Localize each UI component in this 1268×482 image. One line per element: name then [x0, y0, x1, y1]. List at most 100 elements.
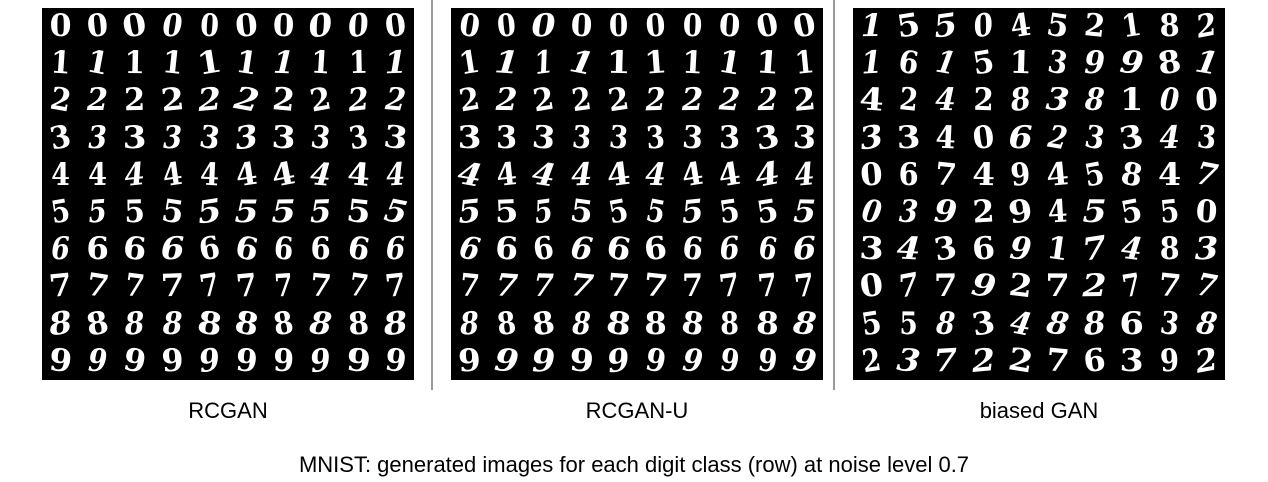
digit-sample: 4: [1007, 304, 1034, 344]
digit-sample: 4: [935, 82, 957, 119]
digit-sample: 9: [1084, 45, 1106, 82]
digit-sample: 3: [309, 118, 333, 157]
digit-sample: 1: [1120, 82, 1144, 119]
digit-sample: 2: [530, 81, 557, 120]
digit-sample: 9: [790, 341, 819, 381]
digit-sample: 2: [1045, 118, 1070, 157]
digit-sample: 1: [716, 43, 745, 83]
digit-sample: 4: [454, 155, 485, 195]
digit-sample: 9: [1008, 230, 1033, 269]
digit-sample: 2: [47, 80, 74, 120]
digit-sample: 2: [756, 82, 778, 119]
digit-sample: 8: [271, 304, 297, 344]
digit-sample: 8: [754, 305, 780, 343]
digit-sample: 6: [680, 230, 706, 269]
digit-sample: 3: [898, 193, 920, 231]
digit-sample: 4: [199, 156, 220, 194]
digit-sample: 4: [935, 119, 957, 157]
digit-sample: 9: [120, 341, 150, 381]
digit-sample: 0: [1159, 82, 1180, 119]
digit-sample: 8: [644, 305, 667, 342]
digit-sample: 2: [1082, 7, 1107, 46]
digit-sample: 4: [792, 156, 816, 194]
digit-sample: 8: [83, 304, 112, 344]
digit-sample: 6: [970, 230, 997, 269]
digit-sample: 0: [682, 7, 704, 45]
digit-sample: 1: [532, 44, 556, 83]
digit-sample: 1: [84, 43, 112, 83]
panel-divider: [833, 0, 835, 390]
digit-sample: 1: [860, 44, 884, 82]
digit-sample: 1: [124, 45, 146, 82]
digit-sample: 6: [494, 230, 520, 268]
digit-sample: 9: [717, 341, 743, 381]
digit-sample: 8: [458, 305, 481, 343]
digit-sample: 1: [49, 44, 72, 82]
digit-sample: 7: [383, 267, 408, 306]
digit-sample: 9: [382, 341, 409, 381]
digit-sample: 6: [384, 230, 406, 268]
digit-sample: 6: [159, 231, 185, 268]
digit-sample: 5: [679, 193, 706, 232]
digit-sample: 0: [644, 7, 667, 45]
digit-sample: 5: [381, 192, 410, 232]
digit-sample: 4: [88, 156, 108, 193]
digit-sample: 0: [789, 6, 819, 46]
digit-sample: 7: [1156, 267, 1183, 306]
digit-sample: 0: [970, 118, 997, 157]
digit-sample: 7: [308, 267, 334, 306]
digit-sample: 4: [123, 155, 147, 194]
digit-sample: 5: [1157, 193, 1181, 231]
digit-sample: 4: [345, 156, 371, 194]
digit-sample: 5: [1082, 194, 1107, 231]
digit-sample: 2: [1192, 341, 1221, 381]
digit-sample: 8: [1007, 81, 1033, 120]
digit-sample: 3: [1119, 342, 1145, 380]
digit-sample: 5: [753, 192, 781, 232]
digit-sample: 7: [717, 267, 743, 306]
digit-sample: 1: [860, 7, 883, 45]
figure-caption: MNIST: generated images for each digit c…: [298, 452, 970, 477]
digit-sample: 2: [124, 82, 146, 119]
digit-sample: 9: [933, 193, 959, 231]
digit-sample: 0: [161, 7, 183, 45]
digit-sample: 3: [381, 118, 410, 158]
digit-sample: 9: [642, 341, 669, 381]
digit-sample: 2: [859, 341, 884, 381]
digit-sample: 2: [270, 81, 297, 120]
digit-sample: 4: [1157, 156, 1181, 193]
digit-sample: 7: [123, 267, 147, 306]
digit-sample: 7: [196, 267, 222, 306]
digit-sample: 9: [272, 342, 296, 380]
digit-sample: 6: [272, 230, 295, 268]
digit-sample: 4: [570, 156, 593, 194]
digit-sample: 9: [47, 341, 75, 381]
digit-sample: 7: [458, 267, 482, 306]
digit-sample: 7: [567, 267, 595, 306]
digit-sample: 7: [1192, 155, 1221, 195]
digit-sample: 8: [1158, 231, 1180, 268]
digit-sample: 6: [718, 230, 742, 269]
digit-sample: 8: [935, 305, 957, 343]
rcgan-u-caption: RCGAN-U: [585, 398, 689, 423]
digit-sample: 4: [971, 156, 995, 194]
digit-sample: 2: [383, 81, 408, 120]
digit-sample: 3: [346, 118, 371, 157]
digit-sample: 1: [348, 45, 369, 82]
digit-sample: 2: [1082, 268, 1108, 305]
digit-sample: 5: [1044, 6, 1072, 46]
digit-sample: 4: [160, 155, 185, 195]
digit-sample: 1: [605, 44, 631, 82]
digit-sample: 2: [644, 82, 667, 119]
digit-sample: 3: [1193, 230, 1219, 268]
digit-sample: 9: [234, 341, 260, 380]
digit-sample: 3: [791, 118, 818, 157]
digit-sample: 7: [681, 268, 704, 305]
digit-sample: 9: [160, 342, 185, 380]
digit-sample: 1: [681, 44, 705, 82]
digit-sample: 3: [162, 119, 183, 156]
digit-sample: 6: [196, 229, 223, 269]
digit-sample: 4: [604, 155, 633, 195]
digit-sample: 1: [1192, 43, 1221, 83]
digit-sample: 6: [232, 229, 262, 270]
